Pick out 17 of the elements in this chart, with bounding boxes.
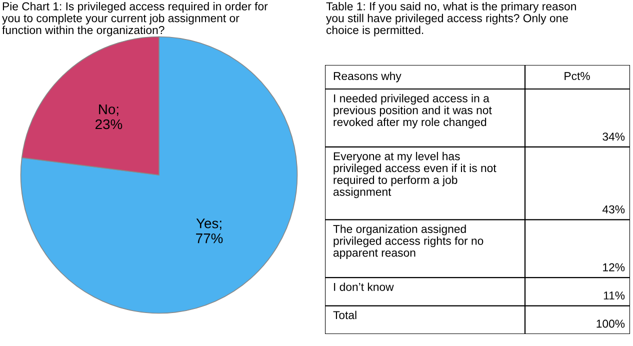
data-label: 43%	[602, 205, 625, 214]
category-label: Total	[333, 310, 356, 320]
category-label: I don’t know	[334, 282, 394, 291]
chart-title: Pie Chart 1: Is privileged access required in order for you to complete your current job assignment or function within the organization?	[2, 2, 268, 36]
category-label: The organization assigned privileged access rights for no apparent reason	[333, 224, 484, 259]
category-label: Everyone at my level has privileged access even if it is not required to perform a job assignment	[333, 152, 496, 198]
text: Pct%	[564, 72, 590, 80]
slice-label: Yes; 77%	[196, 218, 223, 244]
data-label: 34%	[602, 132, 625, 141]
category-label: I needed privileged access in a previous position and it was not revoked after my role changed	[334, 94, 492, 128]
text: Reasons why	[334, 72, 402, 82]
pie-slice	[20, 36, 298, 314]
text: Table 1: If you said no, what is the primary reason you still have privileged access rights? Only one choice is permitted.	[326, 2, 576, 36]
data-label: 100%	[596, 320, 625, 328]
data-label: 11%	[604, 292, 625, 300]
slice-label: No; 23%	[96, 104, 122, 130]
data-label: 12%	[603, 263, 625, 272]
